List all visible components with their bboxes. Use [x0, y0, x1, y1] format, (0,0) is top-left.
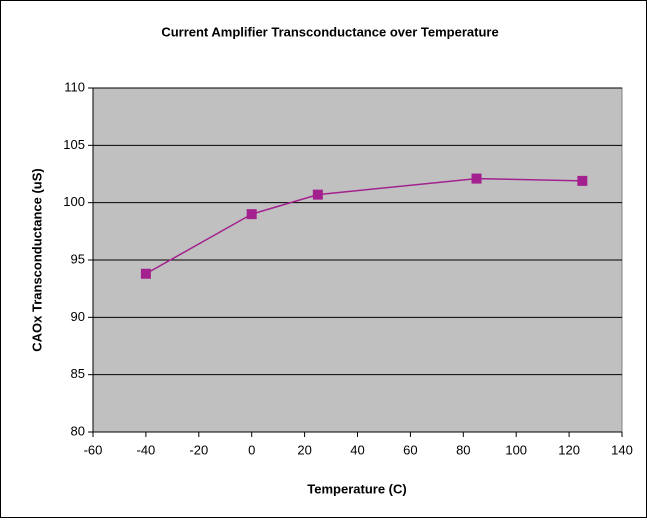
data-point: [577, 175, 588, 186]
y-tick-label: 100: [63, 194, 85, 209]
x-tick-label: 60: [403, 442, 417, 457]
y-tick-label: 105: [63, 137, 85, 152]
x-tick-label: 40: [350, 442, 364, 457]
data-point: [246, 209, 257, 220]
data-point: [471, 173, 482, 184]
x-tick-label: -60: [84, 442, 103, 457]
x-tick-label: 20: [297, 442, 311, 457]
x-tick-label: -20: [189, 442, 208, 457]
y-tick-label: 85: [71, 366, 85, 381]
data-point: [312, 189, 323, 200]
x-tick-label: 100: [505, 442, 527, 457]
y-tick-label: 95: [71, 251, 85, 266]
y-tick-label: 80: [71, 423, 85, 438]
x-tick-label: 140: [611, 442, 633, 457]
x-tick-label: 120: [558, 442, 580, 457]
x-tick-label: 0: [248, 442, 255, 457]
y-tick-label: 110: [64, 79, 85, 94]
x-tick-label: 80: [456, 442, 470, 457]
data-point: [140, 268, 151, 279]
y-axis-label: CAOx Transconductance (uS): [29, 168, 44, 351]
chart-title: Current Amplifier Transconductance over …: [161, 24, 498, 39]
x-tick-label: -40: [137, 442, 156, 457]
x-axis-label: Temperature (C): [307, 481, 406, 496]
y-tick-label: 90: [71, 309, 85, 324]
